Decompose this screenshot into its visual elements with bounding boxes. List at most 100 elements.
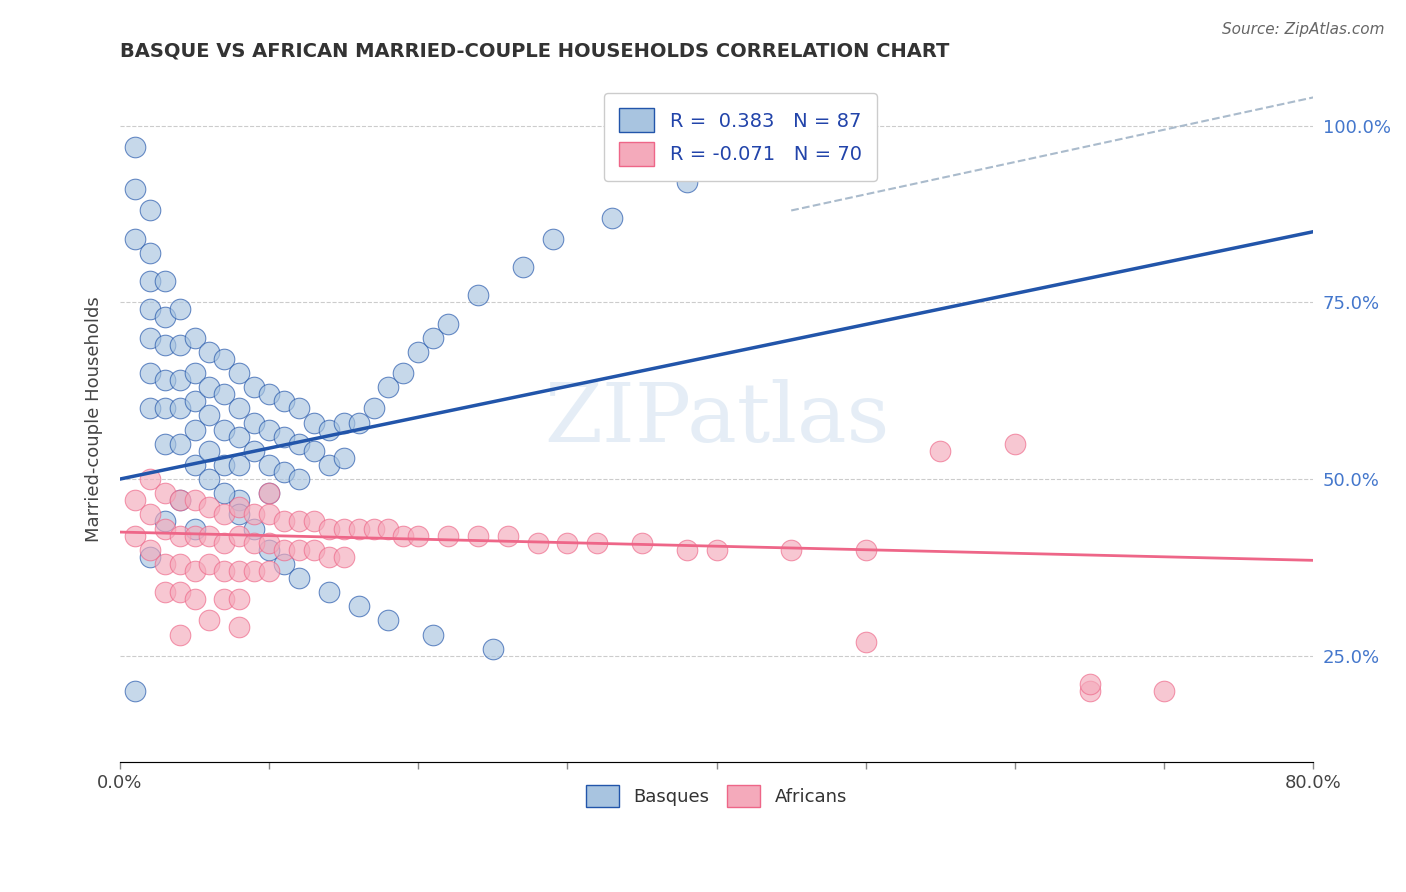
Point (183, 331, 205, 345)
Point (228, 493, 250, 508)
Point (288, 436, 311, 450)
Point (153, 557, 176, 571)
Point (600, 211, 623, 225)
Point (169, 302, 191, 317)
Point (780, 542, 803, 557)
Point (228, 401, 250, 416)
Point (332, 549, 354, 564)
Y-axis label: Married-couple Households: Married-couple Households (86, 296, 103, 541)
Point (198, 380, 221, 394)
Point (169, 493, 191, 508)
Point (288, 515, 311, 529)
Point (228, 500, 250, 515)
Point (706, 542, 728, 557)
Point (257, 458, 280, 472)
Point (153, 436, 176, 450)
Point (347, 522, 370, 536)
Point (169, 338, 191, 352)
Point (198, 500, 221, 515)
Point (273, 557, 295, 571)
Point (526, 535, 548, 549)
Point (467, 528, 489, 542)
Point (139, 246, 162, 260)
Point (377, 380, 399, 394)
Point (153, 274, 176, 288)
Point (257, 542, 280, 557)
Point (482, 641, 505, 656)
Point (198, 528, 221, 542)
Point (257, 486, 280, 500)
Point (273, 542, 295, 557)
Point (124, 182, 146, 196)
Point (153, 310, 176, 324)
Point (675, 542, 697, 557)
Point (214, 387, 236, 401)
Point (257, 486, 280, 500)
Point (183, 564, 205, 578)
Point (139, 203, 162, 218)
Point (153, 338, 176, 352)
Point (183, 592, 205, 607)
Point (332, 416, 354, 430)
Point (855, 542, 877, 557)
Point (153, 373, 176, 387)
Point (214, 351, 236, 366)
Point (288, 472, 311, 486)
Point (288, 571, 311, 585)
Point (183, 522, 205, 536)
Text: BASQUE VS AFRICAN MARRIED-COUPLE HOUSEHOLDS CORRELATION CHART: BASQUE VS AFRICAN MARRIED-COUPLE HOUSEHO… (120, 42, 949, 61)
Point (169, 585, 191, 599)
Point (347, 599, 370, 614)
Point (467, 288, 489, 302)
Point (169, 493, 191, 508)
Point (496, 528, 519, 542)
Point (183, 423, 205, 437)
Point (139, 302, 162, 317)
Point (183, 493, 205, 508)
Point (153, 522, 176, 536)
Point (228, 508, 250, 522)
Point (675, 175, 697, 189)
Point (855, 634, 877, 648)
Point (228, 620, 250, 634)
Point (929, 443, 952, 458)
Point (183, 394, 205, 409)
Point (273, 465, 295, 479)
Point (302, 542, 325, 557)
Point (169, 557, 191, 571)
Point (214, 486, 236, 500)
Point (243, 380, 266, 394)
Point (124, 140, 146, 154)
Point (214, 458, 236, 472)
Point (139, 401, 162, 416)
Point (198, 472, 221, 486)
Point (318, 423, 340, 437)
Point (139, 366, 162, 380)
Point (257, 564, 280, 578)
Point (363, 522, 385, 536)
Point (243, 508, 266, 522)
Point (198, 344, 221, 359)
Point (437, 528, 460, 542)
Point (198, 443, 221, 458)
Point (332, 450, 354, 465)
Point (139, 331, 162, 345)
Point (377, 522, 399, 536)
Point (228, 430, 250, 444)
Point (153, 515, 176, 529)
Point (243, 564, 266, 578)
Point (257, 387, 280, 401)
Point (139, 549, 162, 564)
Point (198, 409, 221, 423)
Point (302, 443, 325, 458)
Point (408, 528, 430, 542)
Point (228, 458, 250, 472)
Point (318, 522, 340, 536)
Point (228, 592, 250, 607)
Point (214, 535, 236, 549)
Point (153, 401, 176, 416)
Point (392, 528, 415, 542)
Point (243, 522, 266, 536)
Point (169, 436, 191, 450)
Point (541, 232, 564, 246)
